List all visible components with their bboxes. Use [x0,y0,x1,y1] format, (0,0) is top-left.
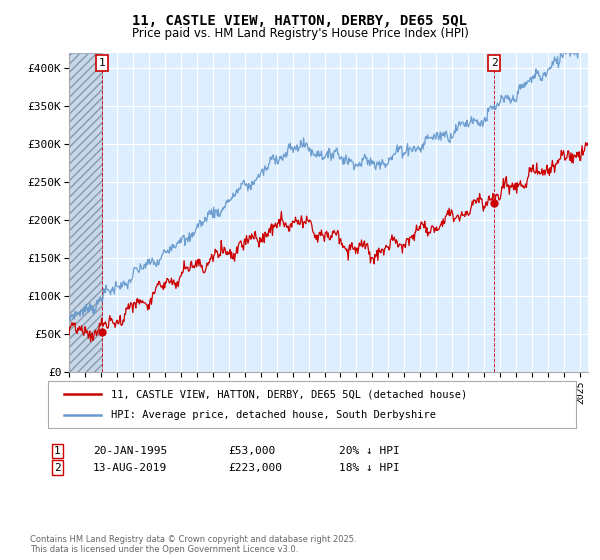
Text: £223,000: £223,000 [228,463,282,473]
Text: 18% ↓ HPI: 18% ↓ HPI [339,463,400,473]
Text: Contains HM Land Registry data © Crown copyright and database right 2025.
This d: Contains HM Land Registry data © Crown c… [30,535,356,554]
Text: 11, CASTLE VIEW, HATTON, DERBY, DE65 5QL: 11, CASTLE VIEW, HATTON, DERBY, DE65 5QL [133,14,467,28]
Text: 1: 1 [98,58,105,68]
Text: 11, CASTLE VIEW, HATTON, DERBY, DE65 5QL (detached house): 11, CASTLE VIEW, HATTON, DERBY, DE65 5QL… [112,389,467,399]
Text: HPI: Average price, detached house, South Derbyshire: HPI: Average price, detached house, Sout… [112,410,436,420]
Text: 20% ↓ HPI: 20% ↓ HPI [339,446,400,456]
Bar [69,53,102,372]
Text: 20-JAN-1995: 20-JAN-1995 [93,446,167,456]
Text: 2: 2 [54,463,61,473]
Text: 2: 2 [491,58,497,68]
Bar [69,53,102,372]
Text: 13-AUG-2019: 13-AUG-2019 [93,463,167,473]
Text: 1: 1 [54,446,61,456]
Text: Price paid vs. HM Land Registry's House Price Index (HPI): Price paid vs. HM Land Registry's House … [131,27,469,40]
Text: £53,000: £53,000 [228,446,275,456]
